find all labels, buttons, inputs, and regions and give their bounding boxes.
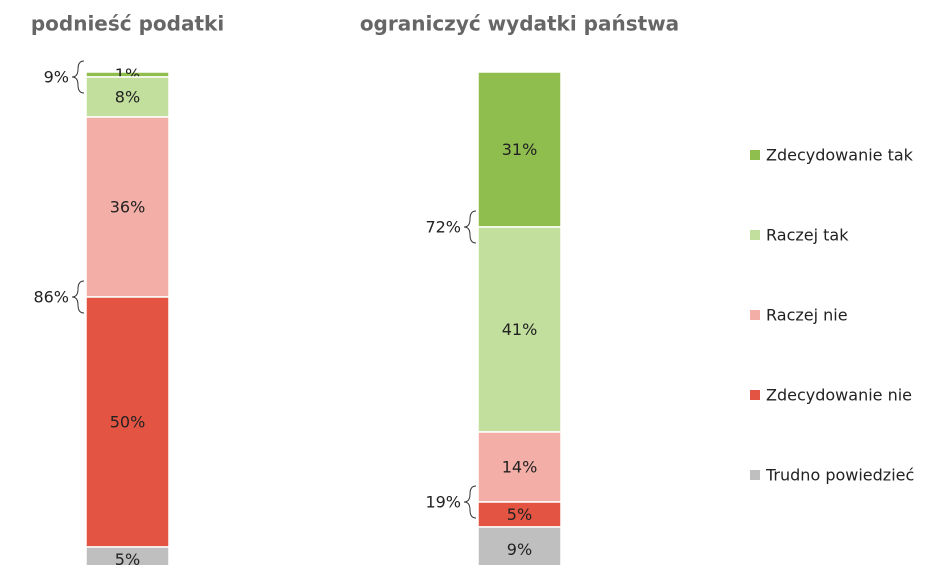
legend-swatch bbox=[750, 230, 760, 240]
data-label: 41% bbox=[502, 320, 538, 339]
data-label: 50% bbox=[110, 413, 146, 432]
total-label: 9% bbox=[44, 68, 69, 87]
data-label: 5% bbox=[115, 550, 140, 565]
total-label: 19% bbox=[425, 493, 461, 512]
legend-swatch bbox=[750, 150, 760, 160]
total-label: 86% bbox=[33, 288, 69, 307]
bracket bbox=[463, 210, 477, 244]
bar-segment bbox=[477, 431, 562, 503]
bracket bbox=[71, 60, 85, 94]
bar-title: podnieść podatki bbox=[31, 12, 224, 36]
legend-swatch bbox=[750, 310, 760, 320]
bar-segment bbox=[477, 226, 562, 433]
bar-segment bbox=[477, 501, 562, 528]
bar-segment bbox=[85, 296, 170, 548]
legend-label: Raczej nie bbox=[766, 306, 848, 325]
legend-label: Trudno powiedzieć bbox=[765, 466, 914, 485]
legend-swatch bbox=[750, 470, 760, 480]
bar-title: ograniczyć wydatki państwa bbox=[360, 12, 679, 36]
legend-swatch bbox=[750, 390, 760, 400]
legend-label: Raczej tak bbox=[766, 226, 849, 245]
bracket bbox=[71, 280, 85, 314]
data-label: 14% bbox=[502, 458, 538, 477]
data-label: 31% bbox=[502, 140, 538, 159]
data-label: 5% bbox=[507, 505, 532, 524]
bar-segment bbox=[477, 526, 562, 565]
data-label: 9% bbox=[507, 540, 532, 559]
legend-label: Zdecydowanie nie bbox=[766, 386, 912, 405]
total-label: 72% bbox=[425, 218, 461, 237]
bar-segment bbox=[85, 116, 170, 298]
bar-segment bbox=[85, 546, 170, 565]
bracket bbox=[463, 485, 477, 519]
bar-segment bbox=[477, 71, 562, 228]
bar-segment bbox=[85, 76, 170, 118]
data-label: 36% bbox=[110, 198, 146, 217]
legend-label: Zdecydowanie tak bbox=[766, 146, 914, 165]
data-label: 8% bbox=[115, 88, 140, 107]
